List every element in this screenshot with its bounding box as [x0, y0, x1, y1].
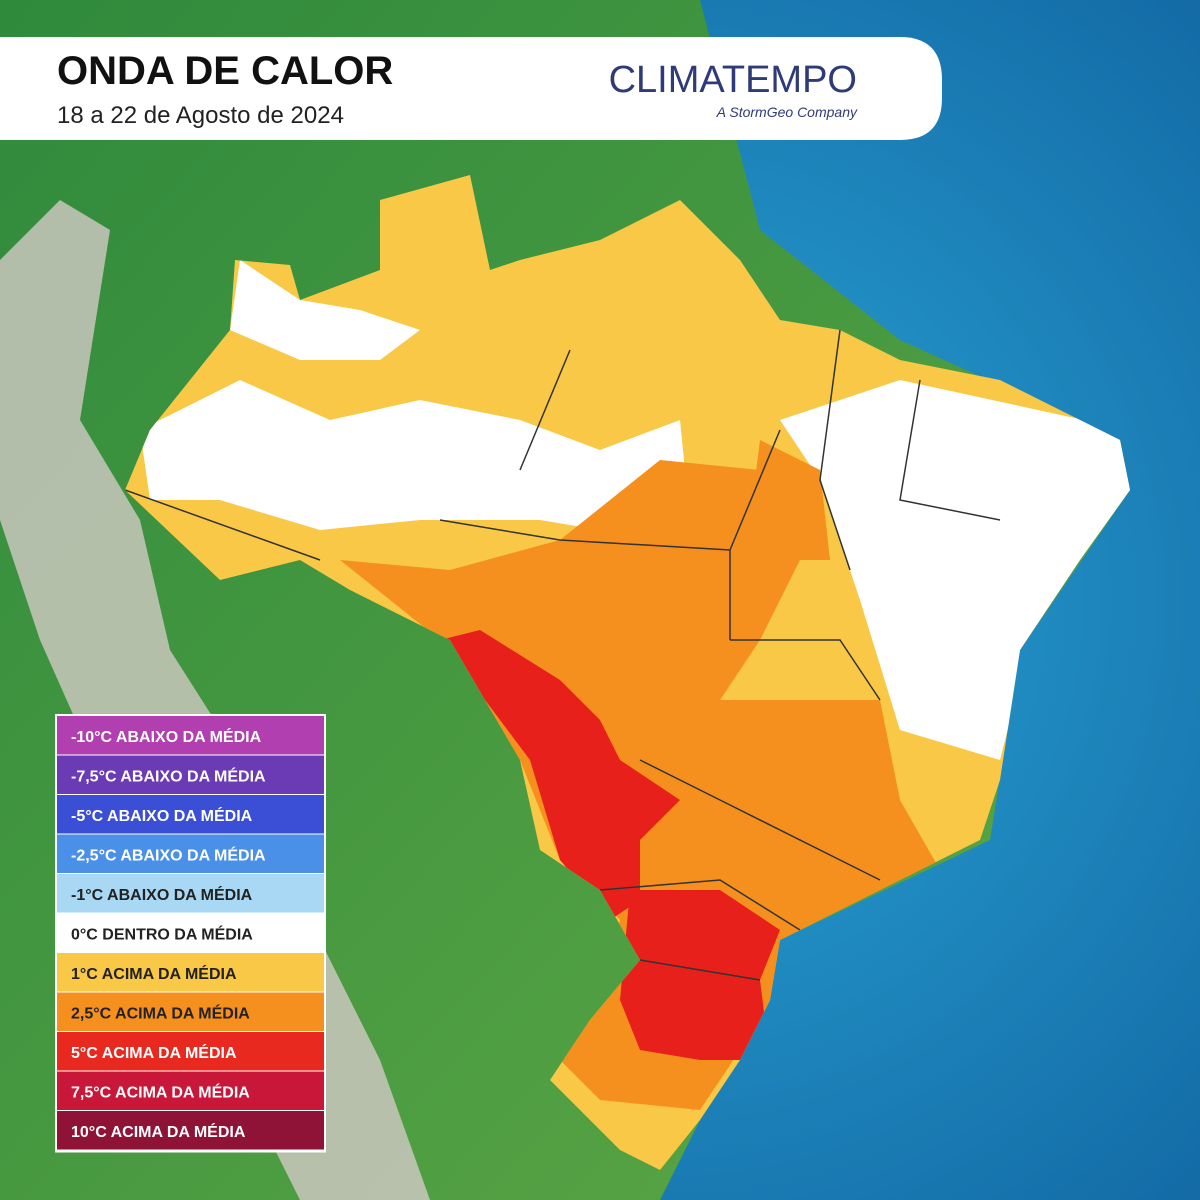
legend-label: 0°C DENTRO DA MÉDIA [71, 924, 253, 943]
legend-swatch [57, 834, 324, 873]
legend-label: -1°C ABAIXO DA MÉDIA [71, 885, 253, 904]
subtitle: 18 a 22 de Agosto de 2024 [57, 102, 344, 129]
legend-label: 1°C ACIMA DA MÉDIA [71, 964, 237, 983]
legend-swatch [57, 992, 324, 1031]
legend-swatch [57, 1032, 324, 1071]
legend-swatch [57, 1071, 324, 1110]
legend-label: 5°C ACIMA DA MÉDIA [71, 1043, 237, 1062]
legend-label: -5°C ABAIXO DA MÉDIA [71, 806, 253, 825]
legend-swatch [57, 1111, 324, 1150]
header-panel [0, 37, 942, 140]
legend-label: -2,5°C ABAIXO DA MÉDIA [71, 845, 266, 864]
logo: CLIMATEMPO [609, 59, 857, 101]
legend-label: 10°C ACIMA DA MÉDIA [71, 1122, 246, 1141]
legend-swatch [57, 755, 324, 794]
legend-swatch [57, 913, 324, 952]
legend-swatch [57, 716, 324, 755]
legend-label: 2,5°C ACIMA DA MÉDIA [71, 1003, 250, 1022]
legend-label: -7,5°C ABAIXO DA MÉDIA [71, 766, 266, 785]
legend-label: -10°C ABAIXO DA MÉDIA [71, 727, 262, 746]
legend-swatch [57, 795, 324, 834]
legend-swatch [57, 874, 324, 913]
state-borders [125, 329, 1001, 981]
legend: -10°C ABAIXO DA MÉDIA -7,5°C ABAIXO DA MÉ… [55, 714, 326, 1153]
tagline: A StormGeo Company [716, 104, 858, 120]
legend-swatch [57, 953, 324, 992]
legend-label: 7,5°C ACIMA DA MÉDIA [71, 1082, 250, 1101]
title: ONDA DE CALOR [57, 49, 393, 93]
